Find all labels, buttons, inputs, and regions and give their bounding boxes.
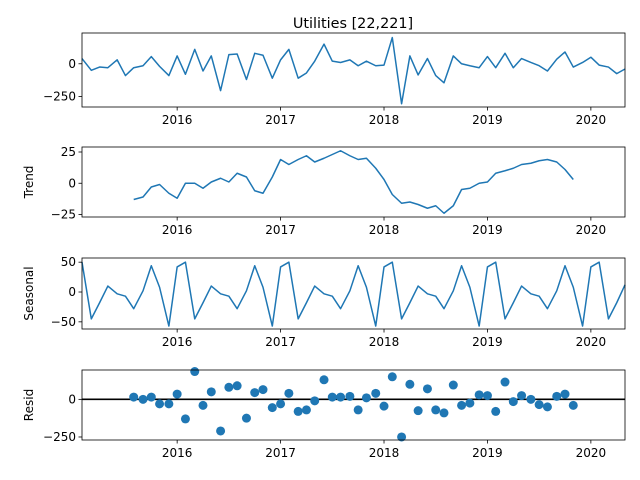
y-tick-label: 0 xyxy=(68,285,76,299)
resid-point xyxy=(517,391,527,401)
resid-point xyxy=(241,413,251,423)
resid-point xyxy=(413,406,423,416)
x-tick-label: 2019 xyxy=(472,446,503,460)
resid-point xyxy=(552,391,562,401)
x-tick-label: 2018 xyxy=(369,223,400,237)
y-tick-label: 25 xyxy=(61,145,76,159)
resid-point xyxy=(310,396,320,406)
resid-point xyxy=(180,414,190,424)
resid-point xyxy=(560,389,570,399)
y-tick-label: −50 xyxy=(51,315,76,329)
x-tick-label: 2020 xyxy=(576,223,607,237)
x-tick-label: 2020 xyxy=(576,113,607,127)
resid-point xyxy=(526,394,536,404)
observed-panel: 2016 2017 2018 2019 2020 0 −250 xyxy=(43,32,626,127)
y-tick-label: −250 xyxy=(43,90,76,104)
x-tick-label: 2019 xyxy=(472,223,503,237)
resid-point xyxy=(387,372,397,382)
resid-point xyxy=(258,385,268,395)
trend-panel: 2016 2017 2018 2019 2020 25 0 −25 Trend xyxy=(22,145,626,237)
resid-point xyxy=(301,405,311,415)
observed-axes-frame xyxy=(81,32,626,108)
x-tick-label: 2019 xyxy=(472,335,503,349)
x-tick-label: 2017 xyxy=(265,113,296,127)
y-tick-label: 0 xyxy=(68,57,76,71)
resid-point xyxy=(155,399,165,409)
resid-point xyxy=(534,400,544,410)
y-tick-label: −250 xyxy=(43,430,76,444)
resid-point xyxy=(371,388,381,398)
resid-point xyxy=(439,408,449,418)
resid-point xyxy=(422,384,432,394)
seasonal-series-line xyxy=(81,261,626,327)
seasonal-y-axis-label: Seasonal xyxy=(22,266,36,320)
resid-point xyxy=(508,397,518,407)
resid-point xyxy=(319,375,329,385)
resid-point xyxy=(276,399,286,409)
resid-point xyxy=(379,401,389,411)
resid-point xyxy=(250,388,260,398)
x-tick-label: 2018 xyxy=(369,335,400,349)
resid-point xyxy=(500,377,510,387)
resid-point xyxy=(172,389,182,399)
resid-panel: 2016 2017 2018 2019 2020 0 −250 Resid xyxy=(22,367,626,460)
y-tick-label: 0 xyxy=(68,176,76,190)
y-tick-label: 50 xyxy=(61,255,76,269)
x-tick-label: 2017 xyxy=(265,446,296,460)
resid-point xyxy=(491,406,501,416)
x-tick-label: 2016 xyxy=(162,335,193,349)
resid-point xyxy=(327,392,337,402)
resid-point xyxy=(216,426,226,436)
resid-point xyxy=(198,400,208,410)
resid-point xyxy=(431,405,441,415)
resid-point xyxy=(267,403,277,413)
x-tick-label: 2018 xyxy=(369,113,400,127)
resid-point xyxy=(448,380,458,390)
resid-point xyxy=(345,391,355,401)
resid-point xyxy=(224,382,234,392)
resid-point xyxy=(206,387,216,397)
resid-point xyxy=(336,392,346,402)
resid-point xyxy=(146,392,156,402)
seasonal-panel: 2016 2017 2018 2019 2020 50 0 −50 Seasonal xyxy=(22,255,626,349)
x-tick-label: 2019 xyxy=(472,113,503,127)
resid-point xyxy=(568,400,578,410)
resid-point xyxy=(397,432,407,442)
resid-point xyxy=(482,391,492,401)
resid-point xyxy=(284,388,294,398)
resid-point xyxy=(190,367,200,377)
resid-y-axis-label: Resid xyxy=(22,389,36,421)
seasonal-axes-frame xyxy=(81,257,626,330)
y-tick-label: 0 xyxy=(68,392,76,406)
x-tick-label: 2017 xyxy=(265,335,296,349)
chart-title: Utilities [22,221] xyxy=(293,16,413,32)
trend-series-line xyxy=(133,150,574,214)
resid-axes-frame xyxy=(81,369,626,441)
resid-point xyxy=(457,400,467,410)
resid-point xyxy=(138,394,148,404)
x-tick-label: 2016 xyxy=(162,223,193,237)
resid-point xyxy=(405,379,415,389)
x-tick-label: 2020 xyxy=(576,446,607,460)
resid-point xyxy=(293,406,303,416)
x-tick-label: 2017 xyxy=(265,223,296,237)
x-tick-label: 2020 xyxy=(576,335,607,349)
resid-point xyxy=(542,402,552,412)
trend-y-axis-label: Trend xyxy=(22,166,36,200)
x-tick-label: 2016 xyxy=(162,446,193,460)
resid-point xyxy=(361,393,371,403)
resid-point xyxy=(474,390,484,400)
resid-point xyxy=(232,381,242,391)
y-tick-label: −25 xyxy=(51,208,76,222)
x-tick-label: 2016 xyxy=(162,113,193,127)
x-tick-label: 2018 xyxy=(369,446,400,460)
resid-point xyxy=(164,399,174,409)
trend-axes-frame xyxy=(81,146,626,218)
observed-series-line xyxy=(81,36,626,105)
resid-point xyxy=(353,405,363,415)
resid-point xyxy=(129,392,139,402)
resid-point xyxy=(465,398,475,408)
